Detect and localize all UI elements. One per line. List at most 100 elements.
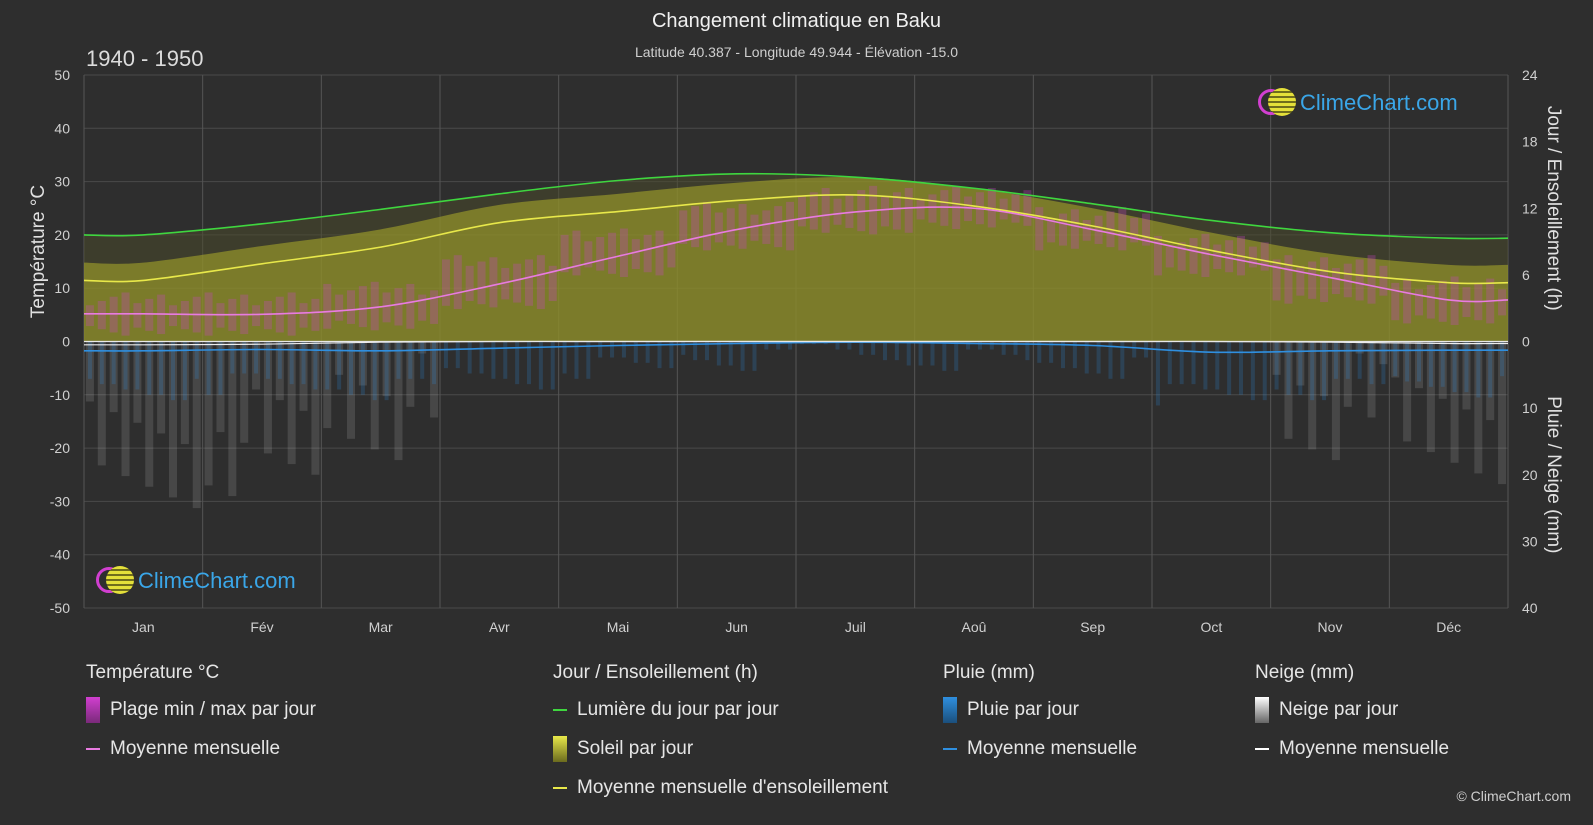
rain-bar bbox=[420, 341, 425, 379]
x-tick-label: Sep bbox=[1080, 619, 1105, 635]
rain-bar bbox=[740, 341, 745, 371]
snow-bar bbox=[133, 341, 142, 423]
rain-bar bbox=[1155, 341, 1160, 406]
snow-bar bbox=[1343, 341, 1352, 407]
temp-range-bar bbox=[691, 206, 700, 248]
legend-item: Moyenne mensuelle bbox=[1255, 737, 1449, 761]
snow-bar bbox=[1320, 341, 1329, 397]
rain-bar bbox=[894, 341, 899, 361]
rain-bar bbox=[443, 341, 448, 369]
snow-bar bbox=[382, 341, 391, 397]
snow-bar bbox=[311, 341, 320, 475]
rain-bar bbox=[301, 341, 306, 385]
temp-range-bar bbox=[1367, 255, 1376, 304]
rain-bar bbox=[479, 341, 484, 374]
axes: 50 40 30 20 10 0 -10 -20 -30 -40 -50 Jan Fév Mar Avr Ma… bbox=[28, 67, 1564, 635]
rain-bar bbox=[135, 341, 140, 390]
snow-bar bbox=[192, 341, 201, 509]
temp-range-bar bbox=[1011, 194, 1020, 223]
temp-range-bar bbox=[1248, 246, 1257, 268]
rain-bar bbox=[1191, 341, 1196, 385]
legend-snow: Neige (mm) Neige par jour Moyenne mensue… bbox=[1255, 662, 1449, 776]
logo-top[interactable]: ClimeChart.com bbox=[1258, 88, 1458, 118]
hours-tick-label: 18 bbox=[1522, 134, 1538, 150]
period-label: 1940 - 1950 bbox=[86, 46, 204, 71]
temp-range-bar bbox=[608, 232, 617, 274]
temp-range-bar bbox=[252, 305, 261, 327]
temp-range-bar bbox=[1355, 259, 1364, 301]
temp-range-bar bbox=[513, 263, 522, 303]
rain-bar bbox=[1203, 341, 1208, 390]
rain-bar bbox=[206, 341, 211, 395]
snow-bar bbox=[299, 341, 308, 411]
logo-bottom[interactable]: ClimeChart.com bbox=[96, 566, 296, 596]
rain-bar bbox=[123, 341, 128, 390]
snow-bar bbox=[157, 341, 166, 434]
temp-range-bar bbox=[1035, 207, 1044, 251]
temp-range-bar bbox=[335, 294, 344, 321]
x-tick-label: Mai bbox=[607, 619, 630, 635]
rain-swatch-icon bbox=[943, 697, 957, 723]
temp-range-bar bbox=[1047, 217, 1056, 243]
temp-range-bar bbox=[358, 286, 367, 328]
rain-bar bbox=[515, 341, 520, 385]
logo-text: ClimeChart.com bbox=[1300, 90, 1458, 115]
sunshine-avg-line bbox=[83, 193, 1509, 285]
snow-bar bbox=[216, 341, 225, 433]
snow-bar bbox=[1403, 341, 1412, 442]
rain-bar bbox=[1488, 341, 1493, 398]
temp-range-bar bbox=[1142, 213, 1151, 246]
rain-bar bbox=[491, 341, 496, 379]
snow-bar bbox=[1498, 341, 1507, 485]
rain-bar bbox=[384, 341, 389, 401]
temp-range-bar bbox=[477, 261, 486, 305]
precip-tick-label: 10 bbox=[1522, 400, 1538, 416]
snow-swatch-icon bbox=[1255, 697, 1269, 723]
temp-range-bar bbox=[1320, 257, 1329, 303]
rain-bar bbox=[171, 341, 175, 401]
line-swatch-icon bbox=[553, 709, 567, 711]
rain-bar bbox=[218, 341, 223, 395]
temp-range-bar bbox=[1260, 242, 1269, 271]
snow-bar bbox=[1486, 341, 1495, 421]
legend-item: Moyenne mensuelle bbox=[943, 737, 1137, 761]
rain-bar bbox=[550, 341, 555, 390]
rain-bar bbox=[1417, 341, 1421, 382]
temp-range-bar bbox=[1284, 255, 1293, 304]
temp-range-bar bbox=[548, 265, 557, 301]
snow-bar bbox=[1379, 341, 1388, 365]
temp-range-bar bbox=[631, 239, 640, 270]
rain-bar bbox=[906, 341, 911, 366]
rain-bar bbox=[1333, 341, 1338, 379]
legend-item: Plage min / max par jour bbox=[86, 697, 316, 723]
rain-bar bbox=[1250, 341, 1255, 401]
rain-bar bbox=[883, 341, 887, 361]
temp-range-bar bbox=[703, 201, 711, 251]
rain-bar bbox=[349, 341, 353, 395]
snow-bar bbox=[418, 341, 427, 354]
temp-range-bar bbox=[1308, 261, 1317, 299]
rain-bar bbox=[254, 341, 259, 374]
rain-bar bbox=[396, 341, 401, 379]
copyright: © ClimeChart.com bbox=[1456, 788, 1571, 804]
temp-range-bar bbox=[1403, 278, 1412, 324]
snow-bar bbox=[1438, 341, 1447, 399]
x-tick-label: Nov bbox=[1318, 619, 1343, 635]
snow-bar bbox=[406, 341, 415, 407]
y-tick-label: 30 bbox=[54, 174, 70, 190]
rain-bar bbox=[1239, 341, 1243, 395]
temp-range-bar bbox=[809, 192, 818, 230]
rain-bar bbox=[598, 341, 603, 358]
temp-range-bar bbox=[738, 203, 747, 249]
snow-bar bbox=[1426, 341, 1435, 453]
temp-range-bar bbox=[299, 303, 308, 328]
temp-range-bar bbox=[1498, 289, 1507, 316]
temp-range-bar bbox=[881, 196, 889, 227]
temp-range-bar bbox=[1165, 246, 1174, 268]
rain-bar bbox=[337, 341, 342, 390]
legend-rain: Pluie (mm) Pluie par jour Moyenne mensue… bbox=[943, 662, 1137, 776]
temp-range-bar bbox=[1201, 233, 1210, 278]
snow-bar bbox=[1331, 341, 1340, 461]
rain-bar bbox=[1179, 341, 1184, 385]
